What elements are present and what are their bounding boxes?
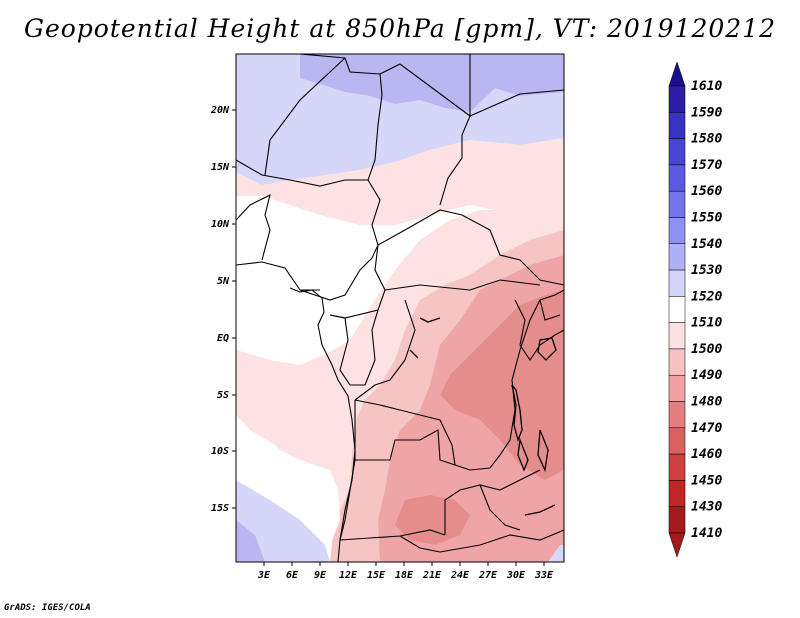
lat-tick-label: 20N (210, 105, 230, 116)
lon-tick-label: 24E (450, 570, 470, 581)
colorbar-level-label: 1590 (691, 105, 722, 120)
lat-axis: 20N 15N 10N 5N EQ 5S 10S 15S (210, 105, 236, 514)
lakes (409, 317, 557, 516)
field-1520-southwest (236, 480, 330, 562)
colorbar-level-label: 1430 (691, 500, 722, 515)
colorbar-swatch (668, 506, 686, 534)
map-frame (235, 53, 565, 563)
lat-tick-label: 10N (211, 219, 230, 230)
lat-tick-label: 15N (211, 162, 230, 173)
colorbar-level-label: 1480 (691, 395, 722, 410)
colorbar-swatch (668, 217, 686, 245)
lon-tick-label: 9E (314, 570, 327, 581)
lon-tick-label: 3E (257, 570, 271, 581)
colorbar-swatch (668, 85, 686, 113)
colorbar-swatch (668, 138, 686, 166)
colorbar-swatch (668, 269, 686, 297)
footer-credit: GrADS: IGES/COLA (4, 603, 91, 613)
colorbar-level-label: 1610 (691, 79, 722, 94)
colorbar-level-label: 1580 (691, 132, 722, 147)
colorbar-level-label: 1500 (691, 342, 722, 357)
lat-tick-label: 5N (217, 276, 230, 287)
colorbar-level-label: 1460 (691, 447, 722, 462)
colorbar-swatch (668, 112, 686, 139)
colorbar-level-label: 1530 (691, 263, 722, 278)
lon-tick-label: 30E (506, 570, 526, 581)
colorbar-level-label: 1550 (691, 210, 722, 225)
colorbar-level-label: 1570 (691, 158, 722, 173)
lat-tick-label: 10S (211, 446, 229, 457)
lon-tick-label: 6E (286, 570, 299, 581)
lon-tick-label: 27E (478, 570, 498, 581)
lon-tick-label: 33E (534, 570, 554, 581)
colorbar-level-label: 1540 (691, 237, 722, 252)
colorbar-level-label: 1490 (691, 368, 722, 383)
colorbar-swatch (668, 243, 686, 271)
lon-axis: 3E 6E 9E 12E 15E 18E 21E 24E 27E 30E 33E (257, 562, 554, 581)
colorbar-level-label: 1520 (691, 289, 722, 304)
colorbar-swatch (668, 190, 686, 218)
lon-tick-label: 21E (422, 570, 442, 581)
field-1470-south (395, 495, 470, 545)
colorbar-swatch (668, 322, 686, 350)
lat-tick-label: 5S (217, 390, 229, 401)
lat-tick-label: EQ (217, 333, 229, 344)
colorbar-level-label: 1510 (691, 316, 722, 331)
field-1500-north (236, 138, 564, 225)
colorbar-swatch (668, 453, 686, 481)
colorbar-swatch (668, 480, 686, 507)
colorbar-swatch (668, 296, 686, 323)
colorbar-swatch (668, 427, 686, 455)
colorbar-swatch (668, 401, 686, 429)
colorbar-level-label: 1560 (691, 184, 722, 199)
field-1530-southwest (236, 520, 265, 562)
field-1530-north (300, 54, 564, 112)
colorbar-swatch (668, 164, 686, 192)
colorbar-level-label: 1410 (691, 526, 722, 541)
colorbar: 1610 1590 1580 1570 1560 1550 1540 1530 1520 1510… (668, 61, 722, 558)
field-1520-southeast (548, 545, 564, 562)
lon-tick-label: 15E (367, 570, 386, 581)
map-field (236, 54, 564, 562)
colorbar-bottom-triangle (668, 532, 686, 558)
lat-tick-label: 15S (211, 503, 229, 514)
lon-tick-label: 12E (339, 570, 358, 581)
colorbar-top-triangle (668, 61, 686, 87)
colorbar-level-label: 1470 (691, 421, 722, 436)
lon-tick-label: 18E (395, 570, 414, 581)
colorbar-swatch (668, 348, 686, 376)
country-borders (236, 54, 564, 562)
field-1470 (440, 290, 564, 480)
field-1510-southwest (236, 350, 340, 562)
chart-title: Geopotential Height at 850hPa [gpm], VT:… (23, 14, 777, 43)
colorbar-level-label: 1450 (691, 473, 722, 488)
colorbar-swatch (668, 374, 686, 402)
